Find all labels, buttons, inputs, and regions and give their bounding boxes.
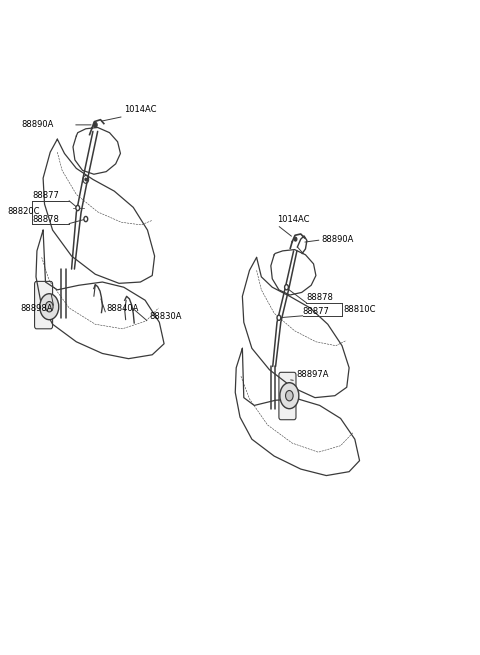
Text: 88898A: 88898A	[21, 303, 53, 312]
Circle shape	[294, 237, 297, 241]
Text: 88877: 88877	[302, 307, 329, 316]
Circle shape	[280, 383, 299, 409]
Text: 1014AC: 1014AC	[277, 215, 310, 223]
Circle shape	[46, 301, 53, 312]
Circle shape	[94, 122, 97, 128]
Circle shape	[84, 216, 88, 221]
Circle shape	[277, 315, 281, 320]
FancyBboxPatch shape	[279, 372, 296, 420]
Text: 1014AC: 1014AC	[124, 105, 156, 115]
Text: 88877: 88877	[32, 191, 59, 200]
Text: 88830A: 88830A	[149, 312, 181, 321]
Text: 88878: 88878	[32, 215, 59, 223]
Text: 88820C: 88820C	[8, 208, 40, 216]
Text: 88810C: 88810C	[343, 305, 376, 314]
Text: 88890A: 88890A	[322, 235, 354, 244]
Text: 88890A: 88890A	[22, 121, 54, 130]
Text: 88878: 88878	[306, 293, 333, 301]
Circle shape	[40, 293, 59, 320]
Circle shape	[76, 206, 80, 211]
Text: 88840A: 88840A	[106, 304, 139, 313]
Circle shape	[285, 285, 288, 290]
Text: 88897A: 88897A	[296, 371, 328, 379]
Circle shape	[85, 178, 87, 181]
Circle shape	[286, 390, 293, 401]
FancyBboxPatch shape	[35, 282, 53, 329]
